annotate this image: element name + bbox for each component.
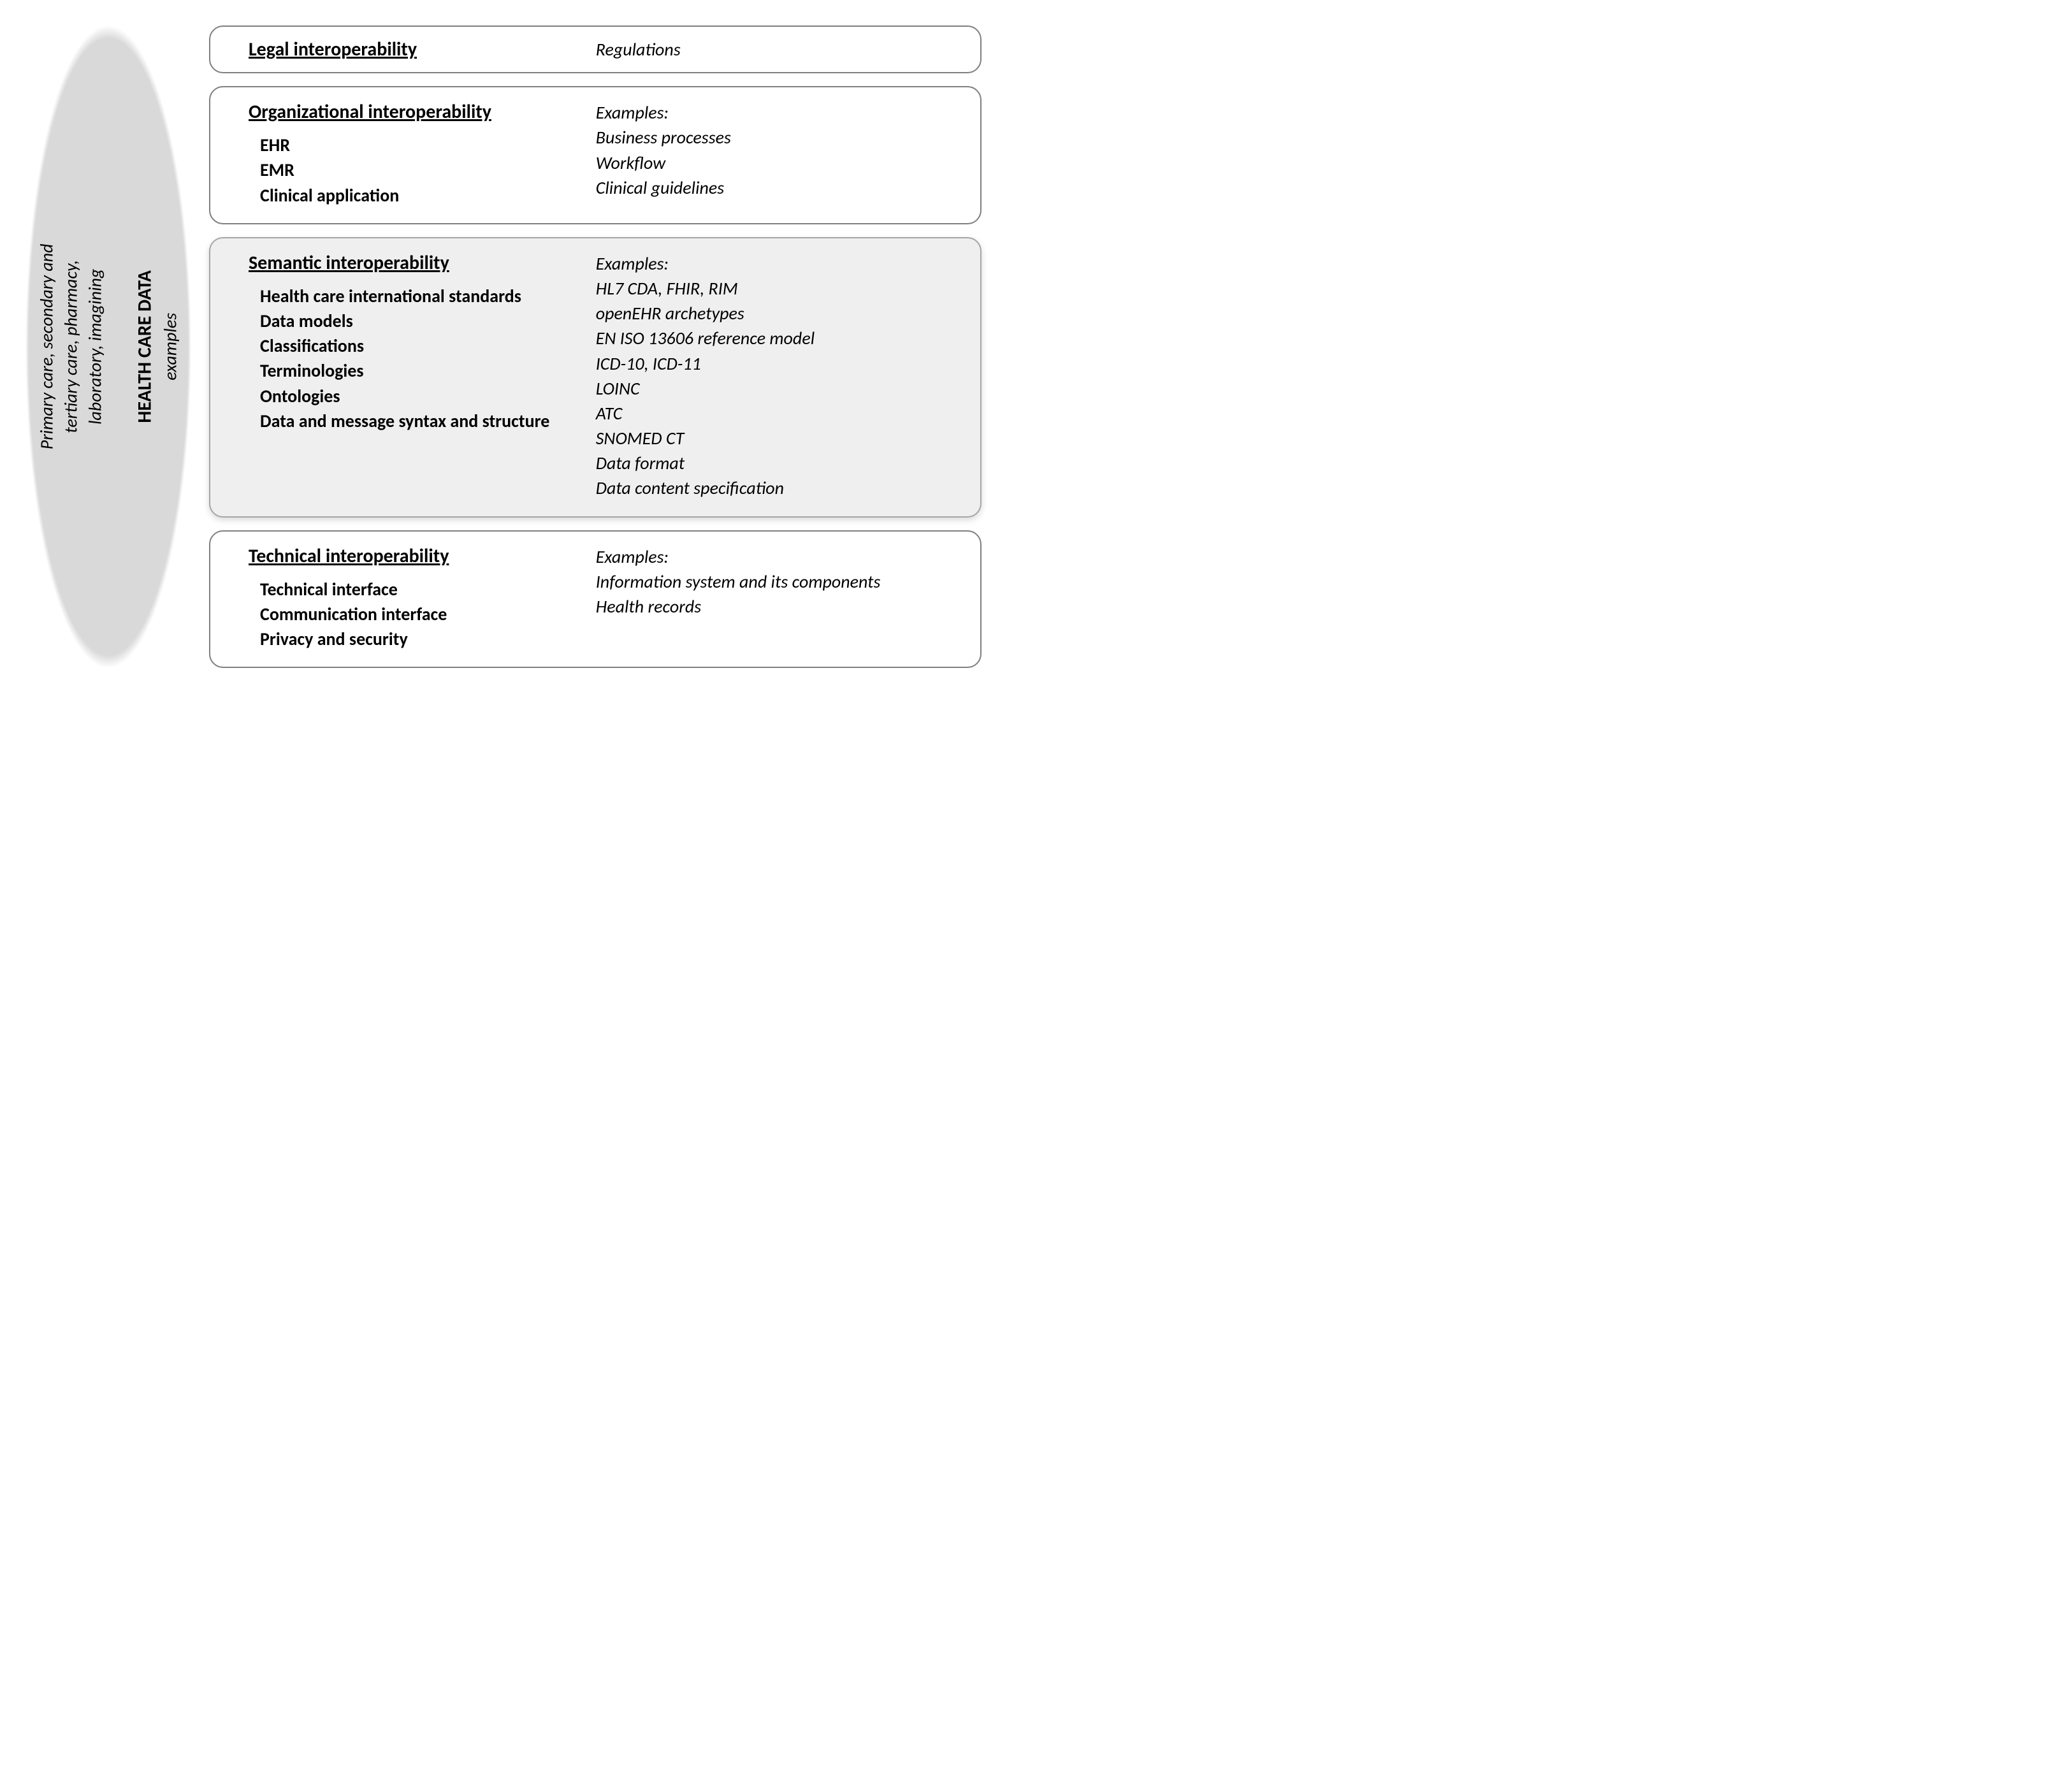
examples-label: Examples: <box>596 100 955 125</box>
ellipse-text: Primary care, secondary and tertiary car… <box>34 244 182 450</box>
item: Ontologies <box>260 384 581 409</box>
item: Technical interface <box>260 577 581 602</box>
example-item: LOINC <box>596 376 955 401</box>
example-item: Business processes <box>596 125 955 150</box>
examples-list: Regulations <box>596 37 955 62</box>
example-item: EN ISO 13606 reference model <box>596 326 955 351</box>
examples-list: Information system and its components He… <box>596 569 955 619</box>
context-line: tertiary care, pharmacy, <box>59 260 82 433</box>
context-line: Primary care, secondary and <box>35 244 57 450</box>
example-item: openEHR archetypes <box>596 301 955 326</box>
ellipse-title: HEALTH CARE DATA <box>133 244 159 450</box>
box-title: Technical interoperability <box>249 544 581 568</box>
example-item: Health records <box>596 594 955 619</box>
examples-label: Examples: <box>596 251 955 276</box>
box-legal: Legal interoperability Regulations <box>209 25 982 73</box>
item: EMR <box>260 157 581 182</box>
item: Terminologies <box>260 358 581 383</box>
box-right: Regulations <box>596 37 955 62</box>
box-title: Semantic interoperability <box>249 251 581 275</box>
healthcare-data-ellipse: Primary care, secondary and tertiary car… <box>25 25 191 668</box>
items-list: Health care international standards Data… <box>249 284 581 433</box>
example-item: Regulations <box>596 37 955 62</box>
box-semantic: Semantic interoperability Health care in… <box>209 237 982 518</box>
item: Data models <box>260 308 581 333</box>
ellipse-subtitle: examples <box>158 244 182 450</box>
example-item: HL7 CDA, FHIR, RIM <box>596 276 955 301</box>
examples-label: Examples: <box>596 544 955 569</box>
box-left: Legal interoperability <box>249 38 581 61</box>
context-line: laboratory, imagining <box>83 269 106 424</box>
ellipse-context: Primary care, secondary and tertiary car… <box>34 244 106 450</box>
box-right: Examples: Business processes Workflow Cl… <box>596 100 955 208</box>
example-item: Workflow <box>596 150 955 175</box>
items-list: EHR EMR Clinical application <box>249 133 581 208</box>
example-item: SNOMED CT <box>596 426 955 451</box>
interoperability-diagram: Primary care, secondary and tertiary car… <box>25 25 982 668</box>
item: Data and message syntax and structure <box>260 409 581 433</box>
box-right: Examples: HL7 CDA, FHIR, RIM openEHR arc… <box>596 251 955 501</box>
example-item: Clinical guidelines <box>596 175 955 200</box>
item: Clinical application <box>260 183 581 208</box>
box-technical: Technical interoperability Technical int… <box>209 530 982 669</box>
item: Classifications <box>260 333 581 358</box>
item: Health care international standards <box>260 284 581 308</box>
interoperability-boxes: Legal interoperability Regulations Organ… <box>209 25 982 668</box>
example-item: ICD-10, ICD-11 <box>596 351 955 376</box>
item: EHR <box>260 133 581 157</box>
box-left: Technical interoperability Technical int… <box>249 544 581 652</box>
examples-list: Business processes Workflow Clinical gui… <box>596 125 955 200</box>
box-left: Organizational interoperability EHR EMR … <box>249 100 581 208</box>
box-organizational: Organizational interoperability EHR EMR … <box>209 86 982 224</box>
examples-list: HL7 CDA, FHIR, RIM openEHR archetypes EN… <box>596 276 955 501</box>
box-right: Examples: Information system and its com… <box>596 544 955 652</box>
example-item: Information system and its components <box>596 569 955 594</box>
box-title: Legal interoperability <box>249 38 581 61</box>
item: Communication interface <box>260 602 581 627</box>
box-title: Organizational interoperability <box>249 100 581 124</box>
items-list: Technical interface Communication interf… <box>249 577 581 652</box>
box-left: Semantic interoperability Health care in… <box>249 251 581 501</box>
example-item: ATC <box>596 401 955 426</box>
item: Privacy and security <box>260 627 581 651</box>
example-item: Data content specification <box>596 475 955 500</box>
example-item: Data format <box>596 451 955 475</box>
